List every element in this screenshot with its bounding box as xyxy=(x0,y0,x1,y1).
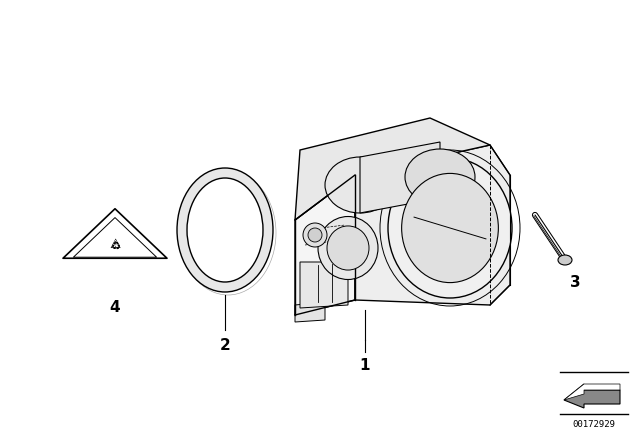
Polygon shape xyxy=(564,384,620,408)
Ellipse shape xyxy=(388,158,512,298)
Ellipse shape xyxy=(402,173,499,283)
Polygon shape xyxy=(63,209,167,258)
Polygon shape xyxy=(355,145,510,305)
Text: 3: 3 xyxy=(570,275,580,290)
Polygon shape xyxy=(74,218,157,257)
Ellipse shape xyxy=(327,226,369,270)
Polygon shape xyxy=(360,142,440,213)
Text: ♻: ♻ xyxy=(110,241,120,251)
Polygon shape xyxy=(564,384,620,400)
Ellipse shape xyxy=(405,149,475,205)
Ellipse shape xyxy=(318,216,378,280)
Polygon shape xyxy=(295,175,355,315)
Text: 2: 2 xyxy=(220,338,230,353)
Ellipse shape xyxy=(187,178,263,282)
Text: ⚠: ⚠ xyxy=(109,237,120,250)
Ellipse shape xyxy=(558,255,572,265)
Ellipse shape xyxy=(325,157,395,213)
Polygon shape xyxy=(295,118,490,220)
Ellipse shape xyxy=(303,223,327,247)
Text: 00172929: 00172929 xyxy=(573,420,616,429)
Polygon shape xyxy=(295,302,325,322)
Text: 4: 4 xyxy=(109,300,120,315)
Ellipse shape xyxy=(308,228,322,242)
Text: 1: 1 xyxy=(360,358,371,373)
Polygon shape xyxy=(300,262,348,308)
Ellipse shape xyxy=(177,168,273,292)
